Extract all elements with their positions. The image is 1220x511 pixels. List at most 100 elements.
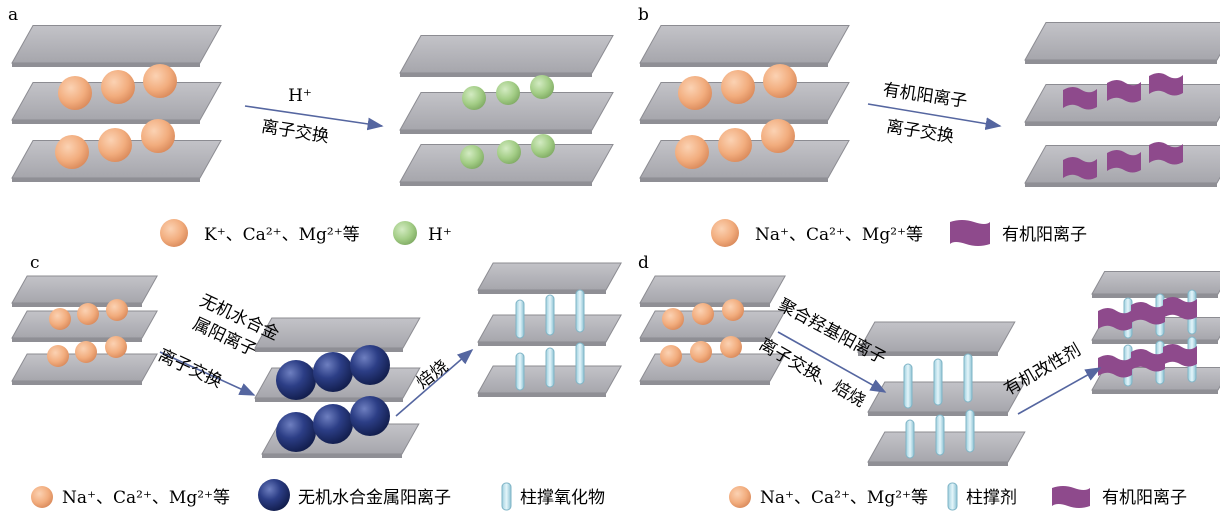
proton-ion (496, 81, 520, 105)
clay-plate-edge (400, 182, 592, 186)
legend-a-item1: K⁺、Ca²⁺、Mg²⁺等 (204, 225, 360, 245)
panel-d-arrow2-label: 有机改性剂 (1001, 340, 1085, 400)
clay-plate-edge (262, 454, 402, 458)
panel-letter-a: a (8, 5, 18, 25)
clay-plate-edge (400, 130, 592, 134)
exchangeable-cation (721, 70, 755, 104)
exchangeable-cation (143, 64, 177, 98)
clay-plate-edge (1092, 390, 1218, 394)
clay-plate-edge (478, 393, 606, 397)
proton-ion (531, 134, 555, 158)
proton-ion (460, 145, 484, 169)
panel-b-arrow-bottom-label: 离子交换 (885, 117, 955, 147)
clay-plate-edge (1025, 183, 1217, 187)
legend-pillar-swatch (947, 482, 958, 511)
clay-plate-edge (1025, 60, 1217, 64)
hydrated-metal-cation (350, 345, 390, 385)
interlayer-ions (47, 64, 1197, 452)
clay-plate (867, 431, 1026, 463)
exchangeable-cation (662, 308, 684, 330)
organic-cation (1107, 80, 1141, 103)
hydrated-metal-cation (313, 352, 353, 392)
legend-pillar-swatch (501, 482, 512, 511)
organic-cation (1149, 73, 1183, 96)
clay-plate-edge (640, 63, 828, 67)
legend-c: Na⁺、Ca²⁺、Mg²⁺等 无机水合金属阳离子 柱撑氧化物 (31, 479, 605, 511)
clay-plate (399, 35, 614, 74)
process-arrow (244, 105, 384, 131)
clay-plate-edge (478, 342, 606, 346)
legend-c-item3: 柱撑氧化物 (520, 488, 605, 508)
clay-plate-edge (858, 352, 998, 356)
legend-d: Na⁺、Ca²⁺、Mg²⁺等 柱撑剂 有机阳离子 (729, 482, 1187, 511)
legend-orange-ion-swatch (711, 219, 739, 247)
pillar (903, 363, 913, 409)
clay-plate (639, 25, 850, 64)
process-arrow (395, 348, 474, 417)
legend-organic-cation-swatch (1052, 486, 1090, 508)
clay-plate (11, 25, 222, 64)
panel-a-arrow-bottom-label: 离子交换 (260, 117, 330, 147)
exchangeable-cation (763, 64, 797, 98)
legend-d-item1: Na⁺、Ca²⁺、Mg²⁺等 (760, 488, 928, 508)
organic-cation (1107, 150, 1141, 173)
clay-plate (1024, 22, 1220, 61)
pillar (905, 419, 915, 459)
exchangeable-cation (720, 336, 742, 358)
pillar (575, 342, 585, 385)
pillar (545, 294, 555, 336)
clay-plate-edge (640, 381, 770, 385)
legend-c-item2: 无机水合金属阳离子 (298, 488, 451, 508)
exchangeable-cation (98, 128, 132, 162)
hydrated-metal-cation (350, 396, 390, 436)
organic-cation (1098, 308, 1132, 331)
clay-plate-edge (640, 338, 770, 342)
organic-cation (1063, 157, 1097, 180)
organic-cation (1131, 302, 1165, 325)
exchangeable-cation (722, 299, 744, 321)
exchangeable-cation (101, 70, 135, 104)
legend-navy-ion-swatch (258, 479, 290, 511)
pillar (515, 299, 525, 339)
process-arrow (867, 103, 1002, 130)
legend-d-item3: 有机阳离子 (1102, 488, 1187, 508)
pillar (933, 358, 943, 406)
pillar (575, 289, 585, 333)
pillar (965, 409, 975, 453)
pillar (935, 414, 945, 456)
legend-orange-ion-swatch (160, 219, 188, 247)
clay-plate (11, 275, 158, 304)
proton-ion (462, 86, 486, 110)
legend-b: Na⁺、Ca²⁺、Mg²⁺等 有机阳离子 (711, 219, 1087, 247)
exchangeable-cation (690, 341, 712, 363)
legend-a: K⁺、Ca²⁺、Mg²⁺等 H⁺ (160, 219, 452, 247)
exchangeable-cation (106, 299, 128, 321)
clay-plate-edge (12, 63, 200, 67)
organic-cation (1063, 87, 1097, 110)
clay-plate (867, 381, 1026, 413)
panel-c-arrow1-label-line3: 离子交换 (155, 345, 225, 392)
process-arrow (159, 351, 256, 396)
hydrated-metal-cation (276, 360, 316, 400)
legend-orange-ion-swatch (31, 486, 53, 508)
clay-plate-edge (1092, 340, 1218, 344)
panel-letter-c: c (30, 253, 40, 273)
legend-c-item1: Na⁺、Ca²⁺、Mg²⁺等 (62, 488, 230, 508)
process-arrows (159, 103, 1102, 417)
exchangeable-cation (678, 76, 712, 110)
organic-cation (1131, 349, 1165, 372)
clay-plate-edge (1092, 294, 1218, 298)
clay-plate-edge (868, 462, 1008, 466)
clay-plate (254, 317, 421, 349)
process-arrow (777, 331, 887, 393)
clay-plate-edge (1025, 122, 1217, 126)
exchangeable-cation (75, 341, 97, 363)
clay-plate-edge (12, 178, 200, 182)
exchangeable-cation (105, 336, 127, 358)
legend-orange-ion-swatch (729, 486, 751, 508)
legend-d-item2: 柱撑剂 (966, 488, 1017, 508)
clay-plate (639, 275, 786, 304)
panel-letter-d: d (638, 253, 649, 273)
pillar (963, 353, 973, 403)
exchangeable-cation (718, 128, 752, 162)
